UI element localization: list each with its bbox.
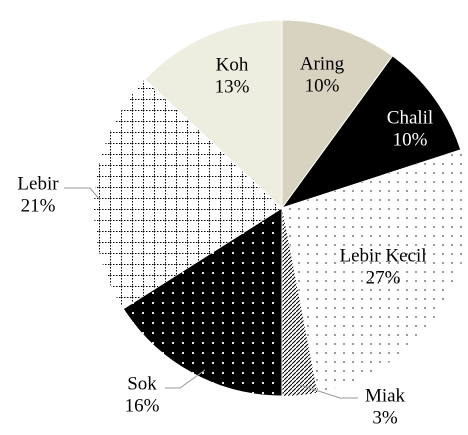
slice-value: 27% bbox=[366, 267, 401, 288]
leader-line bbox=[299, 384, 358, 399]
leader-line bbox=[64, 187, 101, 201]
slice-label: Chalil bbox=[387, 107, 433, 128]
slice-label: Koh bbox=[216, 54, 249, 75]
slice-value: 3% bbox=[372, 407, 398, 428]
slice-pattern bbox=[93, 79, 282, 309]
slice-pattern bbox=[282, 208, 318, 396]
slice-label: Aring bbox=[300, 53, 345, 74]
slice-label: Lebir bbox=[17, 173, 59, 194]
slice-label: Miak bbox=[365, 385, 406, 406]
slice-value: 16% bbox=[125, 395, 160, 416]
pie-slice bbox=[280, 55, 462, 209]
slice-value: 13% bbox=[215, 76, 250, 97]
slice-value: 10% bbox=[393, 129, 428, 150]
leader-line bbox=[165, 369, 206, 389]
pie-slice bbox=[144, 19, 283, 210]
pie-slice bbox=[281, 19, 394, 210]
slice-value: 21% bbox=[21, 195, 56, 216]
slice-pattern bbox=[282, 149, 468, 393]
slice-label: Sok bbox=[127, 373, 157, 394]
slice-label: Lebir Kecil bbox=[339, 245, 426, 266]
slice-value: 10% bbox=[305, 75, 340, 96]
slice-pattern bbox=[123, 208, 282, 396]
